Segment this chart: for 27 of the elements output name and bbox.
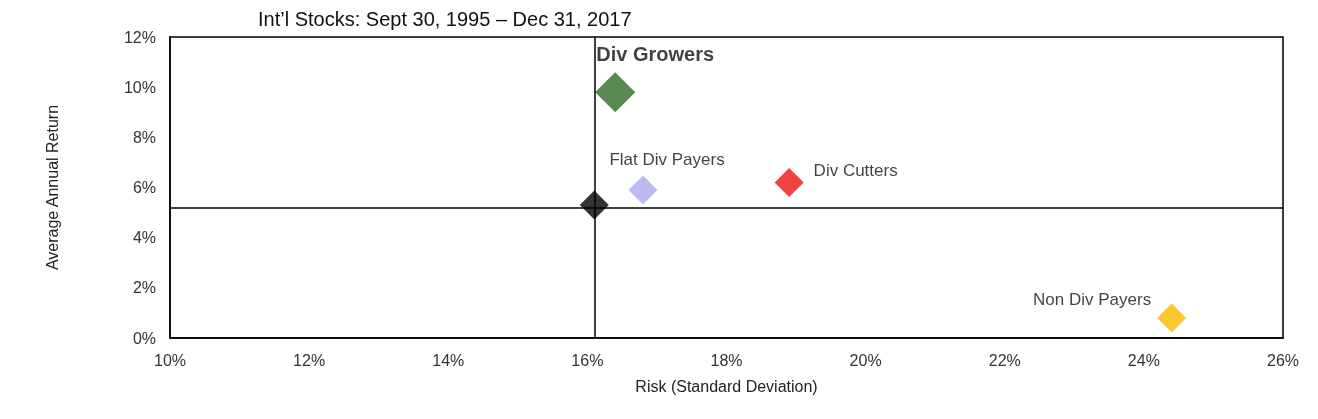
x-tick-label: 18% [710, 351, 743, 369]
y-tick-label: 10% [123, 78, 156, 96]
y-axis-title: Average Annual Return [43, 104, 61, 271]
series-label: Div Cutters [813, 160, 898, 180]
x-tick-label: 14% [432, 351, 465, 369]
x-tick-label: 10% [153, 351, 187, 369]
series-label: Flat Div Payers [609, 149, 725, 169]
point [1157, 303, 1187, 333]
chart-title: Int’l Stocks: Sept 30, 1995 – Dec 31, 2017 [258, 8, 632, 30]
x-tick-label: 26% [1266, 351, 1300, 369]
x-tick-label: 12% [293, 351, 326, 369]
point [595, 72, 636, 113]
y-tick-label: 2% [132, 279, 156, 297]
point [628, 175, 658, 205]
x-tick-label: 22% [988, 351, 1021, 369]
y-tick-label: 12% [123, 28, 156, 46]
series-label: Non Div Payers [1033, 290, 1152, 310]
x-axis-title: Risk (Standard Deviation) [635, 377, 818, 395]
point [774, 167, 804, 197]
y-tick-label: 4% [132, 229, 156, 247]
x-tick-label: 24% [1127, 351, 1160, 369]
y-tick-label: 0% [132, 329, 156, 347]
x-tick-label: 16% [571, 351, 604, 369]
y-tick-label: 8% [132, 128, 156, 146]
series-label: Div Growers [596, 43, 715, 66]
x-tick-label: 20% [849, 351, 882, 369]
y-tick-label: 6% [132, 179, 156, 196]
